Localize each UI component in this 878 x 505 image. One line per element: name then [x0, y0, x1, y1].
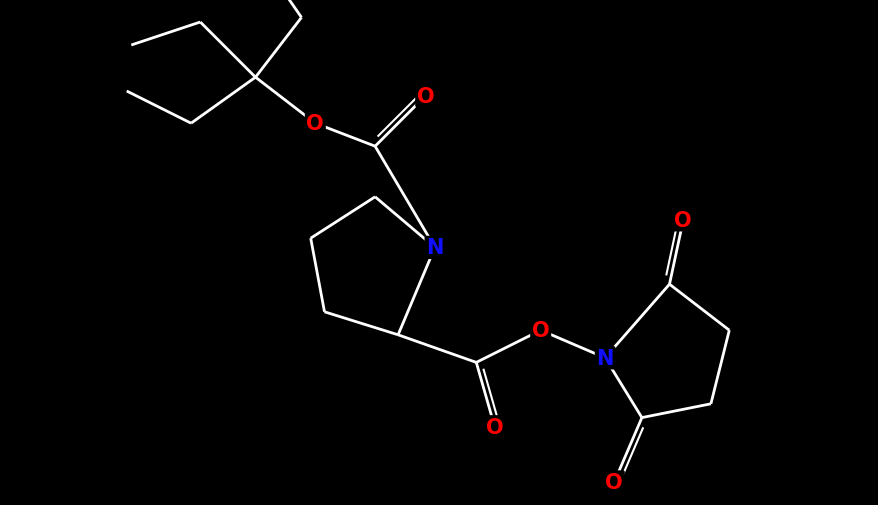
Text: O: O	[605, 472, 623, 492]
Text: N: N	[596, 348, 613, 368]
Text: O: O	[416, 86, 434, 107]
Text: O: O	[486, 417, 503, 437]
Text: O: O	[673, 211, 691, 230]
Text: O: O	[531, 321, 549, 340]
Text: N: N	[426, 238, 443, 258]
Text: O: O	[306, 114, 324, 134]
